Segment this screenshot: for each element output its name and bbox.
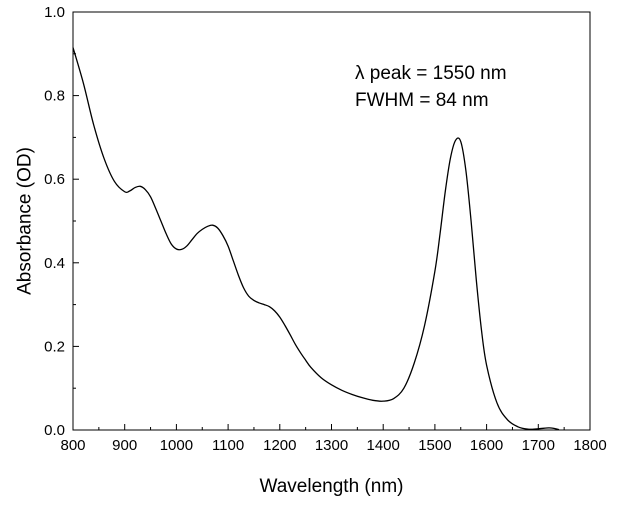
x-tick-label: 1300 <box>315 437 348 454</box>
x-tick-label: 1600 <box>470 437 503 454</box>
y-tick-label: 0.8 <box>44 88 65 105</box>
y-tick-label: 0.4 <box>44 255 65 272</box>
y-tick-label: 0.6 <box>44 171 65 188</box>
x-tick-label: 800 <box>60 437 85 454</box>
x-tick-label: 1400 <box>367 437 400 454</box>
absorbance-series-line <box>72 47 560 431</box>
y-tick-label: 1.0 <box>44 4 65 21</box>
x-tick-label: 900 <box>112 437 137 454</box>
x-axis-title: Wavelength (nm) <box>260 476 404 497</box>
annotation-fwhm: FWHM = 84 nm <box>355 90 489 111</box>
x-tick-label: 1500 <box>418 437 451 454</box>
x-tick-label: 1700 <box>522 437 555 454</box>
y-tick-label: 0.0 <box>44 422 65 439</box>
x-tick-label: 1000 <box>160 437 193 454</box>
y-tick-label: 0.2 <box>44 338 65 355</box>
annotation-peak: λ peak = 1550 nm <box>355 63 507 84</box>
y-axis-title: Absorbance (OD) <box>15 147 36 295</box>
x-tick-label: 1800 <box>573 437 606 454</box>
x-tick-label: 1200 <box>263 437 296 454</box>
x-tick-label: 1100 <box>212 437 244 454</box>
plot-frame <box>72 11 591 431</box>
